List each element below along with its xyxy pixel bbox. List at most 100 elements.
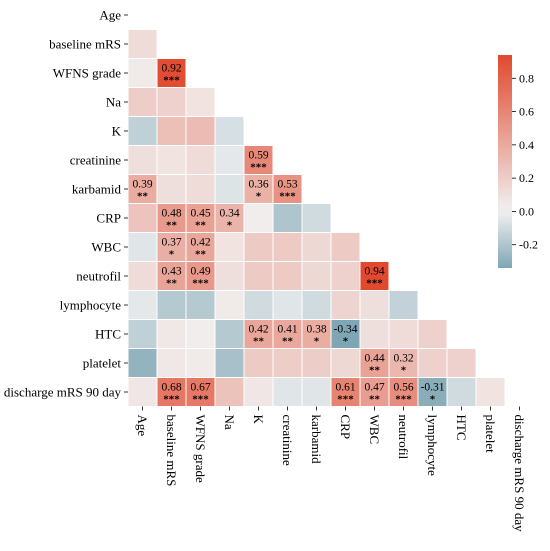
- x-tick-label: platelet: [483, 415, 498, 454]
- x-tick-label: Age: [135, 415, 150, 437]
- heatmap-cell-12-6: [301, 348, 332, 378]
- cell-value-label: 0.92: [161, 63, 181, 75]
- heatmap-cell-10-0: [127, 290, 158, 320]
- cell-value-label: 0.49: [190, 266, 210, 278]
- heatmap-cell-5-0: [127, 145, 158, 175]
- cell-significance-label: ***: [163, 394, 180, 406]
- heatmap-cell-9-4: [243, 261, 274, 291]
- heatmap-cell-12-9: [388, 348, 419, 378]
- heatmap-cell-8-3: [214, 232, 245, 262]
- heatmap-cell-9-3: [214, 261, 245, 291]
- heatmap-cell-2-1: [156, 58, 187, 88]
- cell-value-label: 0.34: [219, 208, 239, 220]
- y-tick-label: WBC: [91, 240, 121, 255]
- cell-value-label: 0.39: [132, 179, 152, 191]
- heatmap-cell-10-8: [359, 290, 390, 320]
- heatmap-cell-12-5: [272, 348, 303, 378]
- heatmap-cell-13-2: [185, 377, 216, 407]
- heatmap-cell-8-2: [185, 232, 216, 262]
- cell-significance-label: **: [369, 365, 381, 377]
- y-tick-label: neutrofil: [76, 269, 121, 284]
- x-tick-label: baseline mRS: [164, 415, 179, 487]
- heatmap-cell-12-7: [330, 348, 361, 378]
- x-tick-label: K: [251, 415, 266, 425]
- cell-significance-label: ***: [163, 75, 180, 87]
- cell-value-label: 0.42: [190, 237, 210, 249]
- cell-value-label: 0.94: [364, 266, 384, 278]
- y-tick-label: creatinine: [70, 153, 121, 168]
- x-tick-label: CRP: [338, 415, 353, 440]
- heatmap-cell-9-7: [330, 261, 361, 291]
- cell-significance-label: *: [401, 365, 407, 377]
- heatmap-cell-4-2: [185, 116, 216, 146]
- heatmap-cell-3-1: [156, 87, 187, 117]
- cell-value-label: 0.47: [364, 382, 384, 394]
- heatmap-cell-11-10: [417, 319, 448, 349]
- heatmap-cell-4-0: [127, 116, 158, 146]
- cell-significance-label: ***: [192, 394, 209, 406]
- heatmap-cell-5-2: [185, 145, 216, 175]
- heatmap-cell-13-5: [272, 377, 303, 407]
- x-tick-label: HTC: [454, 415, 469, 441]
- x-tick-label: WFNS grade: [193, 415, 208, 483]
- heatmap-cell-13-4: [243, 377, 274, 407]
- heatmap-cell-7-0: [127, 203, 158, 233]
- cell-significance-label: ***: [192, 278, 209, 290]
- heatmap-cell-12-4: [243, 348, 274, 378]
- heatmap-cell-8-4: [243, 232, 274, 262]
- cell-significance-label: **: [195, 249, 207, 261]
- heatmap-cell-10-3: [214, 290, 245, 320]
- cell-value-label: 0.59: [248, 150, 268, 162]
- heatmap-cell-10-5: [272, 290, 303, 320]
- y-tick-label: lymphocyte: [60, 298, 122, 313]
- heatmap-cell-11-0: [127, 319, 158, 349]
- heatmap-cell-8-5: [272, 232, 303, 262]
- heatmap-cell-9-2: [185, 261, 216, 291]
- cell-value-label: 0.38: [306, 324, 326, 336]
- y-tick-label: Na: [106, 95, 121, 110]
- heatmap-cell-3-0: [127, 87, 158, 117]
- colorbar-tick-label: -0.2: [519, 238, 538, 252]
- heatmap-cell-12-0: [127, 348, 158, 378]
- heatmap-cell-11-7: [330, 319, 361, 349]
- colorbar: -0.2 0.0 0.2 0.4 0.6 0.8: [498, 55, 538, 268]
- cell-significance-label: **: [253, 336, 265, 348]
- heatmap-cell-12-2: [185, 348, 216, 378]
- cell-value-label: 0.36: [248, 179, 268, 191]
- heatmap-cell-7-3: [214, 203, 245, 233]
- heatmap-cell-11-9: [388, 319, 419, 349]
- heatmap-cell-10-7: [330, 290, 361, 320]
- cell-value-label: 0.56: [393, 382, 413, 394]
- cell-significance-label: *: [169, 249, 175, 261]
- heatmap-cell-10-2: [185, 290, 216, 320]
- heatmap-cell-8-6: [301, 232, 332, 262]
- heatmap-cell-10-6: [301, 290, 332, 320]
- y-tick-label: discharge mRS 90 day: [4, 385, 122, 400]
- heatmap-cell-3-2: [185, 87, 216, 117]
- x-tick-label: creatinine: [280, 415, 295, 466]
- heatmap-cell-13-3: [214, 377, 245, 407]
- cell-value-label: 0.61: [335, 382, 355, 394]
- heatmap-cell-8-0: [127, 232, 158, 262]
- heatmap-cell-13-8: [359, 377, 390, 407]
- heatmap-cell-13-6: [301, 377, 332, 407]
- heatmap-cell-9-0: [127, 261, 158, 291]
- heatmap-cell-6-2: [185, 174, 216, 204]
- x-tick-label: lymphocyte: [425, 415, 440, 477]
- cell-value-label: -0.31: [421, 382, 445, 394]
- cell-significance-label: ***: [395, 394, 412, 406]
- heatmap-cell-13-7: [330, 377, 361, 407]
- heatmap-cell-10-4: [243, 290, 274, 320]
- heatmap-cell-4-1: [156, 116, 187, 146]
- heatmap-cell-12-1: [156, 348, 187, 378]
- colorbar-tick-label: 0.0: [519, 204, 534, 218]
- heatmap-cell-13-1: [156, 377, 187, 407]
- heatmap-cell-11-1: [156, 319, 187, 349]
- cell-value-label: 0.45: [190, 208, 210, 220]
- heatmap-cell-10-1: [156, 290, 187, 320]
- x-tick-label: WBC: [367, 415, 382, 445]
- cell-significance-label: ***: [366, 278, 383, 290]
